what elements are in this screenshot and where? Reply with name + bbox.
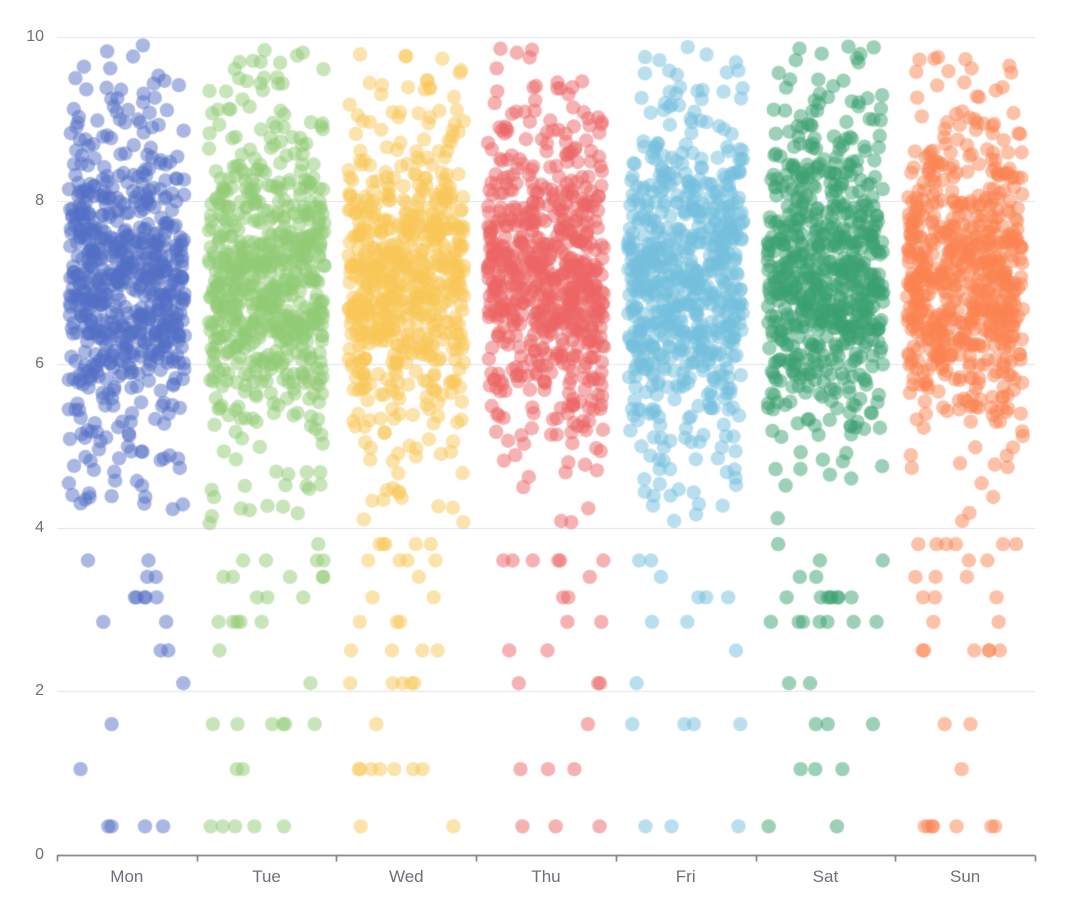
y-tick-label-4: 4 (35, 518, 44, 536)
x-axis-label-tue: Tue (252, 867, 281, 886)
x-axis-label-sun: Sun (950, 867, 981, 886)
y-tick-label-8: 8 (35, 191, 44, 209)
x-axis-label-sat: Sat (812, 867, 839, 886)
y-tick-label-10: 10 (26, 28, 44, 45)
x-axis-label-thu: Thu (531, 867, 561, 886)
x-axis-label-wed: Wed (388, 867, 424, 886)
y-tick-label-6: 6 (35, 355, 44, 373)
y-tick-label-2: 2 (35, 682, 44, 700)
x-axis-label-mon: Mon (110, 867, 144, 886)
x-axis-label-fri: Fri (675, 867, 696, 886)
y-tick-label-0: 0 (35, 846, 44, 863)
